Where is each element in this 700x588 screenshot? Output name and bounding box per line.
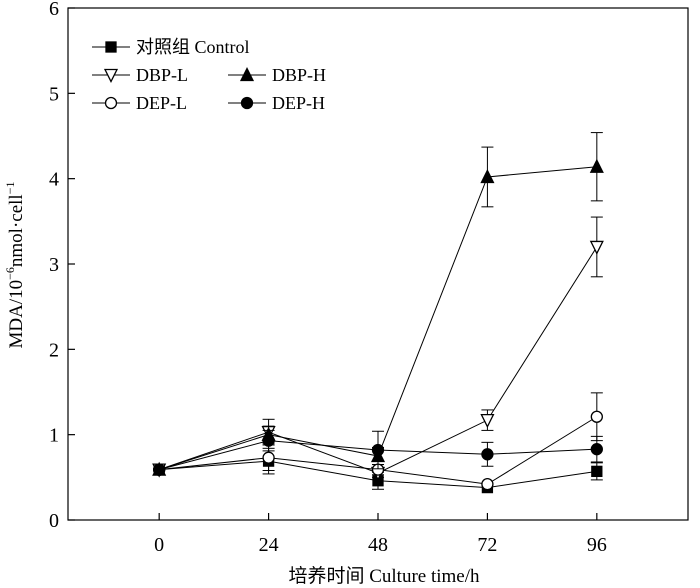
legend-marker [105,41,117,53]
data-point [480,169,495,184]
axes: 0 1 2 3 4 5 6 0 24 48 72 96 [49,0,689,556]
legend-marker [104,96,118,110]
legend-label: DBP-H [272,65,326,85]
y-tick-label: 3 [49,254,59,276]
legend-marker [239,67,255,82]
data-point [590,443,603,456]
data-point [590,410,603,423]
legend-item-0: 对照组 Control [92,37,250,57]
series-4 [153,429,603,476]
legend-label: DEP-L [136,93,187,113]
x-tick-label: 48 [368,534,388,556]
legend: 对照组 Control DBP-L DBP-H DEP-L DEP-H [92,37,326,113]
y-tick-label: 4 [49,169,59,191]
legend-item-3: DEP-L [92,93,187,113]
legend-item-4: DEP-H [228,93,325,113]
data-point [262,451,275,464]
data-point [371,443,385,457]
x-axis-title: 培养时间 Culture time/h [288,565,480,587]
legend-item-2: DBP-H [228,65,326,85]
legend-label: DEP-H [272,93,325,113]
data-point [481,448,494,461]
data-point [153,463,166,476]
y-tick-label: 0 [49,510,59,532]
data-point [481,478,494,491]
y-axis-title-units: nmol·cell [6,194,27,267]
x-tick-label: 96 [587,534,607,556]
y-tick-label: 6 [49,0,59,20]
x-tick-label: 0 [154,534,164,556]
x-tick-label: 72 [477,534,497,556]
data-point [589,158,604,173]
data-point [262,434,275,447]
y-tick-label: 2 [49,339,59,361]
plot-area [152,132,604,494]
legend-marker [240,96,254,110]
y-axis-title-units-exponent: −1 [3,182,17,195]
x-tick-label: 24 [259,534,279,556]
series-2 [152,132,604,476]
y-tick-label: 1 [49,425,59,447]
y-tick-label: 5 [49,83,59,105]
legend-marker [103,68,119,83]
y-axis-title: MDA/10−6nmol·cell−1 [3,182,27,349]
data-point [480,414,495,429]
series-line [159,166,597,471]
legend-item-1: DBP-L [92,65,188,85]
data-point [589,240,604,255]
y-axis-title-exponent: −6 [3,267,17,280]
legend-label: 对照组 Control [136,37,250,57]
data-point [591,465,603,478]
y-axis-title-main: MDA/10 [6,280,27,349]
legend-label: DBP-L [136,65,188,85]
